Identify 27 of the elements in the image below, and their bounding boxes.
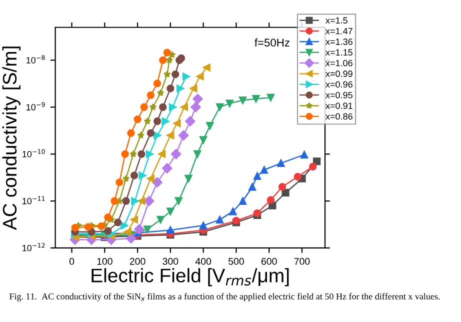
legend-label: x=1.5 — [326, 17, 348, 24]
legend-label: x=1.36 — [326, 38, 352, 45]
x-tick-label: 500 — [228, 258, 244, 265]
x-tick-label: 600 — [261, 258, 277, 265]
annotation: f=50Hz — [254, 38, 290, 47]
x-tick-label: 700 — [294, 258, 310, 265]
y-tick-label: 10$^{−12}$ — [22, 242, 45, 252]
legend-label: x=0.95 — [326, 92, 352, 98]
x-tick-label: 200 — [130, 258, 146, 265]
legend-label: x=1.47 — [326, 28, 352, 34]
y-tick-label: 10$^{−11}$ — [22, 196, 45, 204]
x-tick-label: 300 — [162, 258, 178, 265]
x-tick-label: 400 — [195, 258, 212, 265]
legend-label: x=0.86 — [326, 113, 352, 120]
caption: Fig. 11. AC conductivity of the SiN$_{x}$ films as a function of the applied electric field at 50 Hz for the different x values. — [9, 293, 440, 302]
y-axis-title: AC conductivity [S/m] — [2, 46, 20, 230]
y-tick-label: 10$^{−9}$ — [26, 102, 45, 110]
legend-label: x=1.15 — [326, 49, 352, 56]
legend-label: x=0.91 — [326, 102, 352, 109]
y-tick-label: 10$^{−10}$ — [22, 149, 45, 158]
legend-label: x=1.06 — [326, 60, 352, 66]
y-tick-label: 10$^{−8}$ — [26, 55, 45, 64]
x-tick-label: 100 — [97, 258, 112, 265]
legend-label: x=0.96 — [326, 81, 352, 88]
legend-label: x=0.99 — [326, 70, 352, 77]
x-tick-label: 0 — [69, 258, 74, 265]
x-axis-title: Electric Field [V$_{rms}$/μm] — [92, 268, 289, 286]
